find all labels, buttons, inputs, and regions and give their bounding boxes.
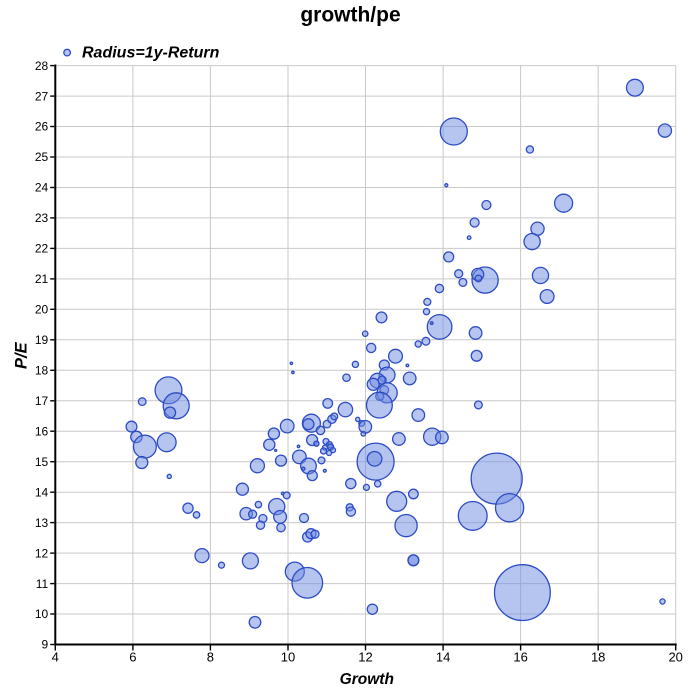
svg-text:28: 28	[35, 59, 49, 73]
svg-text:9: 9	[42, 638, 49, 652]
svg-text:26: 26	[35, 120, 49, 134]
svg-text:10: 10	[281, 650, 295, 665]
svg-text:21: 21	[35, 272, 49, 286]
svg-text:23: 23	[35, 211, 49, 225]
svg-text:14: 14	[35, 485, 49, 499]
svg-text:18: 18	[591, 650, 605, 665]
svg-text:Growth: Growth	[340, 671, 394, 688]
svg-text:27: 27	[35, 89, 49, 103]
svg-text:4: 4	[52, 650, 59, 665]
svg-text:Radius=1y-Return: Radius=1y-Return	[82, 45, 220, 62]
svg-text:22: 22	[35, 242, 49, 256]
svg-text:12: 12	[358, 650, 372, 665]
svg-text:25: 25	[35, 150, 49, 164]
svg-text:18: 18	[35, 364, 49, 378]
svg-text:6: 6	[129, 650, 136, 665]
svg-text:17: 17	[35, 394, 49, 408]
svg-text:P/E: P/E	[13, 341, 31, 369]
svg-text:16: 16	[35, 424, 49, 438]
svg-text:11: 11	[36, 577, 49, 591]
svg-text:13: 13	[35, 516, 49, 530]
svg-text:10: 10	[35, 607, 49, 621]
svg-text:growth/pe: growth/pe	[300, 4, 400, 27]
svg-text:20: 20	[35, 303, 49, 317]
svg-text:16: 16	[513, 650, 527, 665]
svg-text:8: 8	[207, 650, 214, 665]
svg-text:20: 20	[668, 650, 682, 665]
svg-text:19: 19	[35, 333, 49, 347]
svg-text:12: 12	[35, 546, 49, 560]
svg-text:24: 24	[35, 181, 49, 195]
svg-text:14: 14	[436, 650, 450, 665]
svg-text:15: 15	[35, 455, 49, 469]
